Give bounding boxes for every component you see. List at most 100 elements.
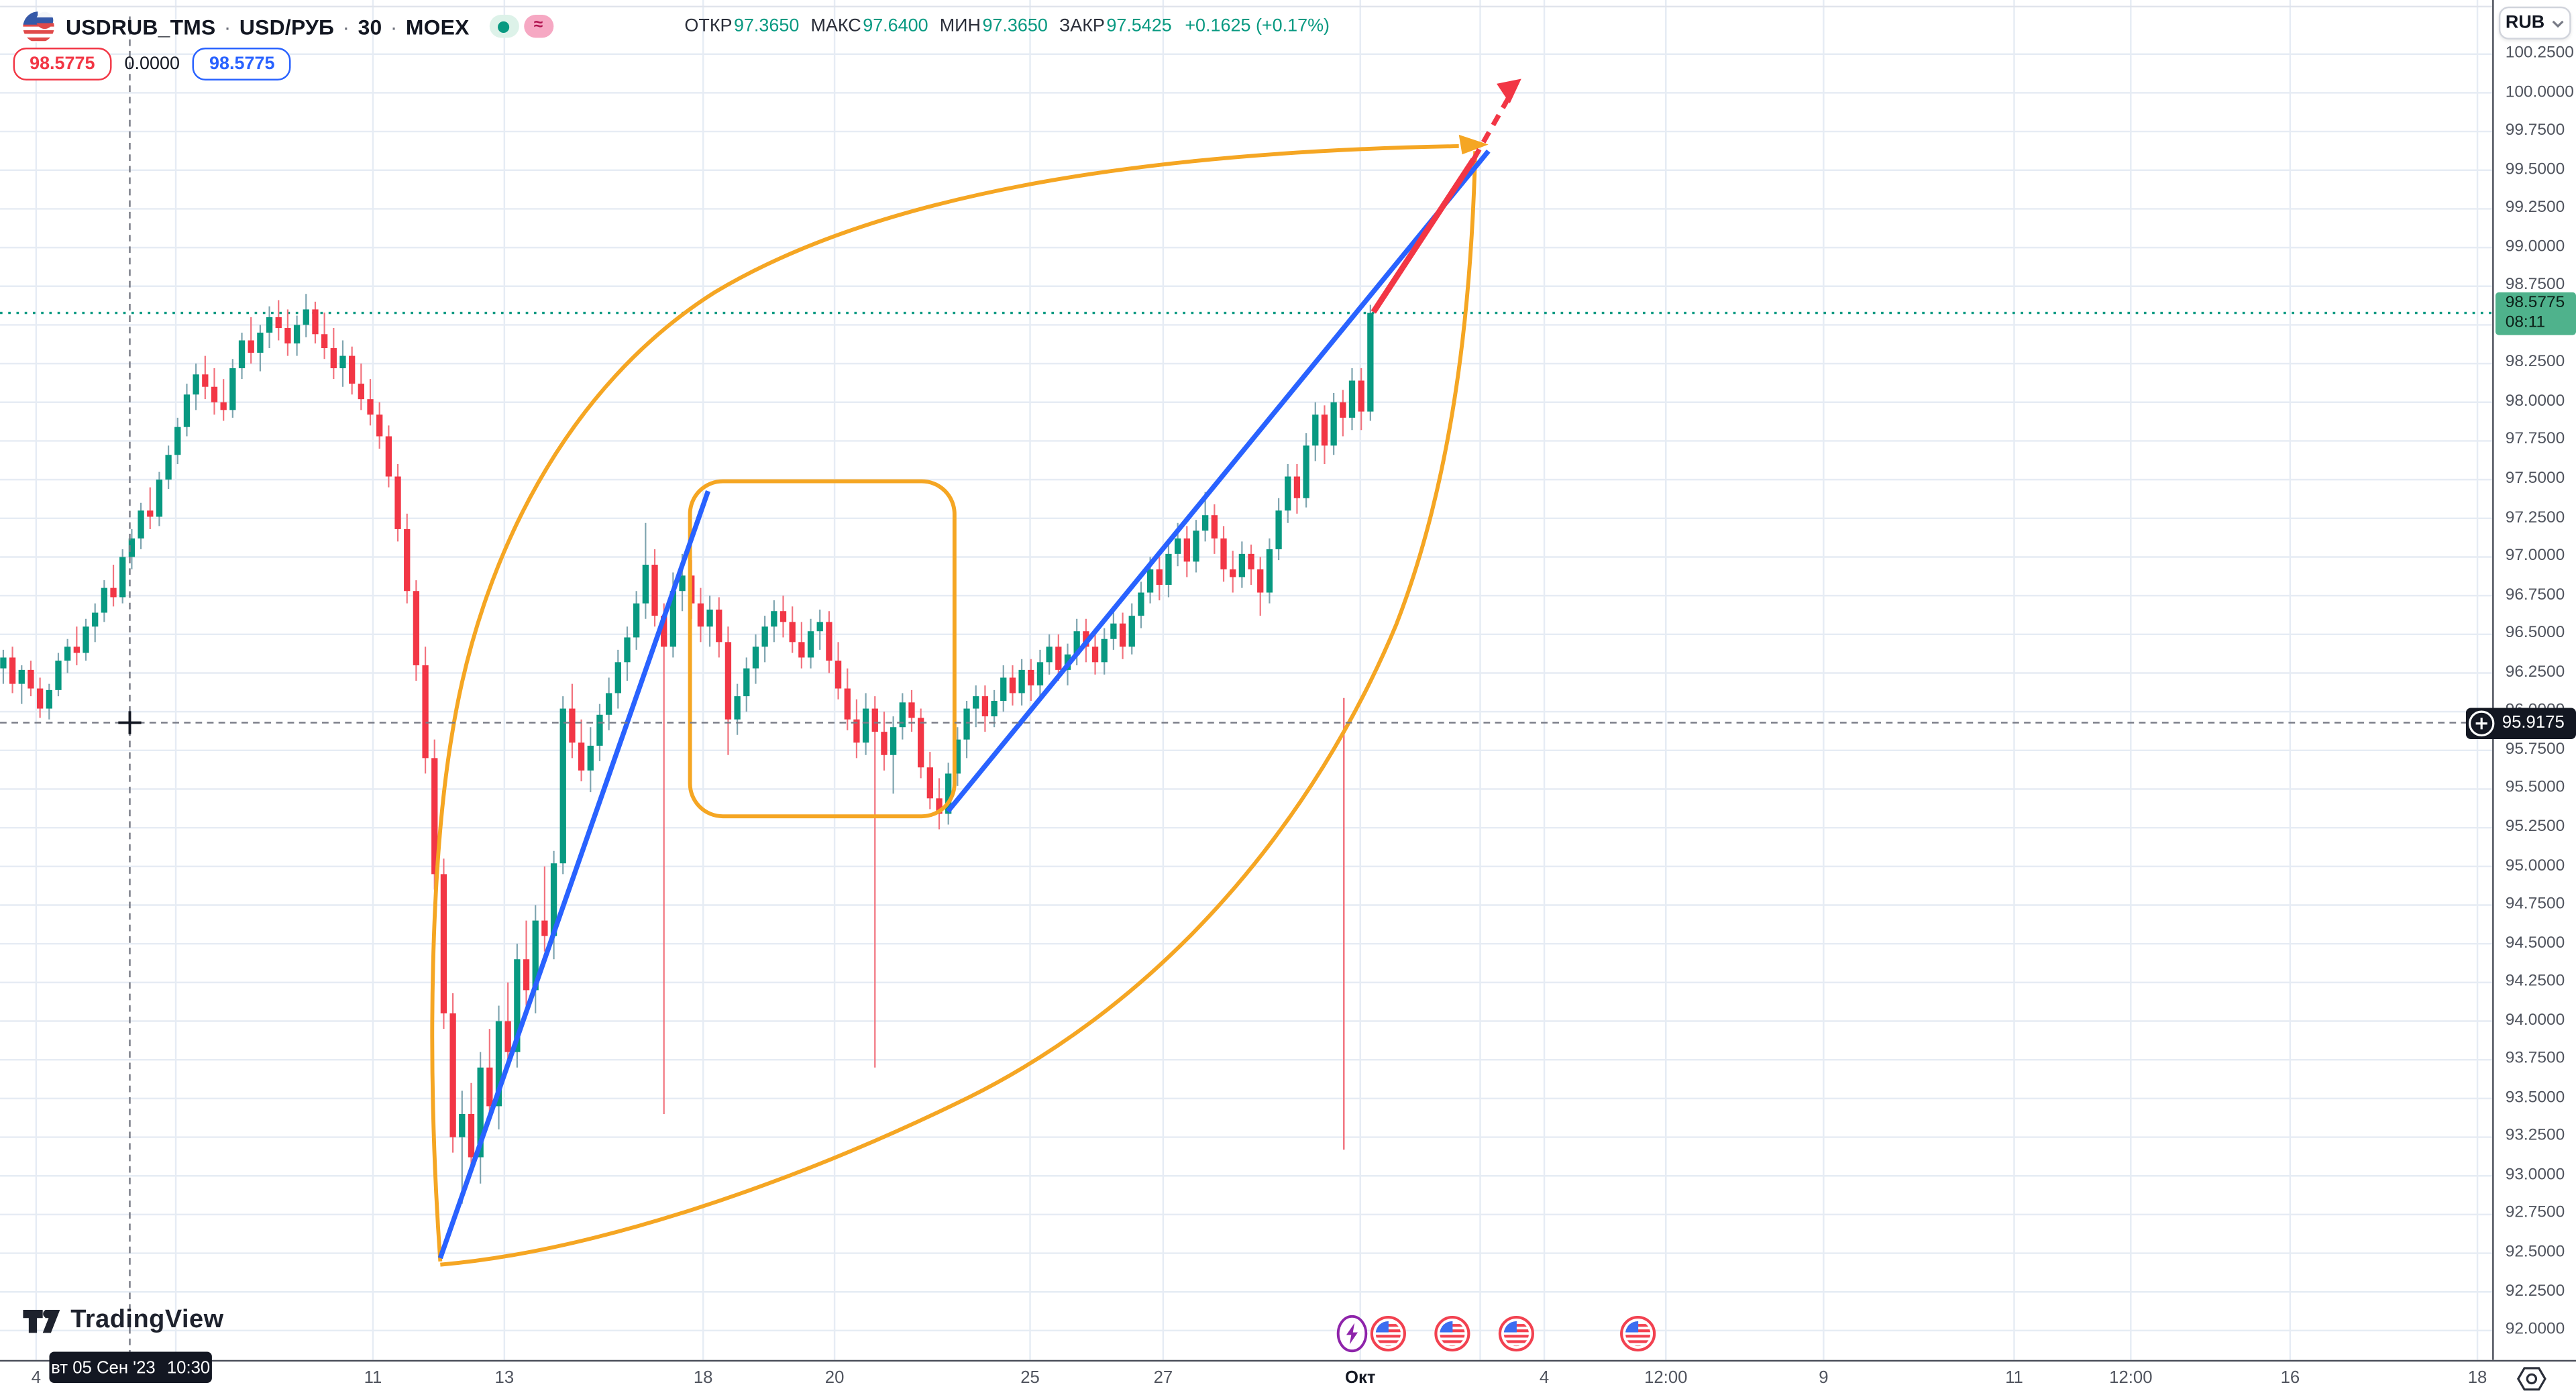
buy-price-button[interactable]: 98.5775	[193, 48, 291, 81]
open-label: ОТКР	[684, 16, 733, 36]
projection-arrow-solid[interactable]	[1371, 158, 1477, 314]
tradingview-logo[interactable]: TradingView	[23, 1306, 223, 1335]
price-tick-label: 93.7500	[2505, 1050, 2565, 1068]
projection-arrow-dashed[interactable]	[1471, 97, 1511, 161]
lens-lower-curve[interactable]	[440, 151, 1478, 1267]
candle-body	[881, 732, 888, 755]
price-tick-label: 92.2500	[2505, 1282, 2565, 1300]
candle-body	[669, 591, 677, 647]
crosshair-pointer-icon	[118, 711, 142, 734]
sell-price-button[interactable]: 98.5775	[13, 48, 111, 81]
candle-body	[1312, 414, 1319, 446]
candle-body	[1055, 647, 1062, 670]
us-flag-event-icon[interactable]	[1434, 1315, 1470, 1352]
candle-body	[0, 657, 7, 669]
consolidation-box[interactable]	[688, 479, 957, 819]
us-flag-event-icon[interactable]	[1620, 1315, 1656, 1352]
candle-body	[761, 626, 768, 647]
candle-body	[605, 693, 612, 715]
candle-body	[541, 920, 548, 936]
market-open-status-icon[interactable]	[488, 15, 519, 38]
price-tick-label: 93.0000	[2505, 1166, 2565, 1184]
candle-body	[1018, 669, 1025, 693]
candle-body	[1220, 538, 1227, 569]
candle-body	[559, 708, 566, 864]
candle-body	[1321, 414, 1328, 446]
symbol-header: USDRUB_TMS · USD/РУБ · 30 · MOEX ≈ ОТКР 9…	[23, 10, 1330, 43]
candle-body	[1358, 380, 1364, 412]
bar-countdown: 08:11	[2505, 313, 2546, 331]
candle-body	[550, 863, 557, 936]
timezone-settings-gear-icon[interactable]	[2516, 1365, 2546, 1393]
candle-body	[1036, 662, 1044, 685]
close-label: ЗАКР	[1059, 16, 1105, 36]
flag-stripe	[1503, 1340, 1529, 1343]
flag-stripe	[1440, 1335, 1465, 1338]
candle-body	[9, 657, 16, 684]
candlestick-series[interactable]	[0, 294, 1374, 1204]
candle-body	[844, 688, 851, 720]
candle-body	[743, 668, 750, 697]
candle-body	[73, 647, 80, 653]
candle-body	[816, 622, 823, 632]
candle-body	[752, 647, 759, 669]
candle-body	[440, 874, 447, 1013]
candle-body	[367, 399, 374, 415]
candle-body	[899, 702, 906, 728]
lens-upper-curve[interactable]	[430, 144, 1459, 1262]
price-tick-label: 92.7500	[2505, 1205, 2565, 1223]
price-axis[interactable]: 92.0000 92.2500 92.5000 92.7500 93.0000 93.25…	[2465, 0, 2576, 1360]
trendline-2[interactable]	[946, 149, 1491, 814]
candle-body	[202, 374, 209, 387]
us-flag	[1503, 1321, 1529, 1347]
candle-body	[871, 708, 878, 732]
price-tick-label: 95.5000	[2505, 779, 2565, 797]
candle-body	[312, 309, 319, 335]
candle-body	[890, 727, 897, 755]
candle-body	[266, 317, 273, 333]
price-tick-label: 97.0000	[2505, 547, 2565, 565]
flag-stripe	[1503, 1335, 1529, 1338]
flag-stripe	[1375, 1345, 1401, 1347]
candle-body	[138, 510, 144, 539]
us-flag	[1375, 1321, 1401, 1347]
flag-stripe	[1625, 1345, 1651, 1347]
time-tick-label: 27	[1153, 1368, 1173, 1388]
us-flag-event-icon[interactable]	[1370, 1315, 1406, 1352]
add-alert-plus-icon[interactable]	[2466, 707, 2498, 738]
candle-body	[973, 696, 979, 709]
symbol-flag-icon	[23, 10, 54, 42]
candle-body	[1367, 313, 1374, 412]
lightning-event-icon[interactable]	[1336, 1315, 1368, 1353]
candle-body	[1156, 569, 1163, 585]
candle-body	[46, 689, 52, 709]
crosshair-date: вт 05 Сен '23	[51, 1357, 156, 1378]
currency-selector-button[interactable]: RUB	[2498, 6, 2571, 40]
price-tick-label: 98.2500	[2505, 353, 2565, 372]
price-tick-label: 92.0000	[2505, 1321, 2565, 1339]
us-flag-event-icon[interactable]	[1498, 1315, 1534, 1352]
user-drawings[interactable]	[430, 78, 1521, 1267]
candle-body	[1248, 553, 1254, 569]
candle-body	[147, 510, 154, 517]
candle-body	[36, 688, 44, 709]
candle-body	[211, 386, 218, 402]
time-tick-label: 4	[1539, 1368, 1550, 1388]
chart-interval: 30	[358, 13, 382, 39]
tradingview-logo-icon	[23, 1308, 60, 1333]
trendline-1[interactable]	[437, 490, 710, 1260]
candle-body	[661, 616, 667, 647]
price-tick-label: 99.5000	[2505, 160, 2565, 178]
candle-body	[578, 742, 585, 771]
crosshair-price-badge: 95.9175	[2465, 707, 2576, 738]
price-tick-label: 93.5000	[2505, 1089, 2565, 1107]
time-tick-label: 18	[2467, 1368, 2487, 1388]
time-tick-label: 25	[1020, 1368, 1040, 1388]
candle-body	[1285, 476, 1291, 511]
time-axis[interactable]: 4 11 13 18 20 25 27 Окт 4 12:00 9 11 12:00 16 18 вт 05…	[0, 1351, 2576, 1395]
candle-body	[835, 661, 842, 689]
price-tick-label: 94.2500	[2505, 972, 2565, 991]
symbol-title[interactable]: USDRUB_TMS · USD/РУБ · 30 · MOEX	[65, 13, 470, 39]
delayed-data-icon[interactable]: ≈	[523, 15, 553, 38]
